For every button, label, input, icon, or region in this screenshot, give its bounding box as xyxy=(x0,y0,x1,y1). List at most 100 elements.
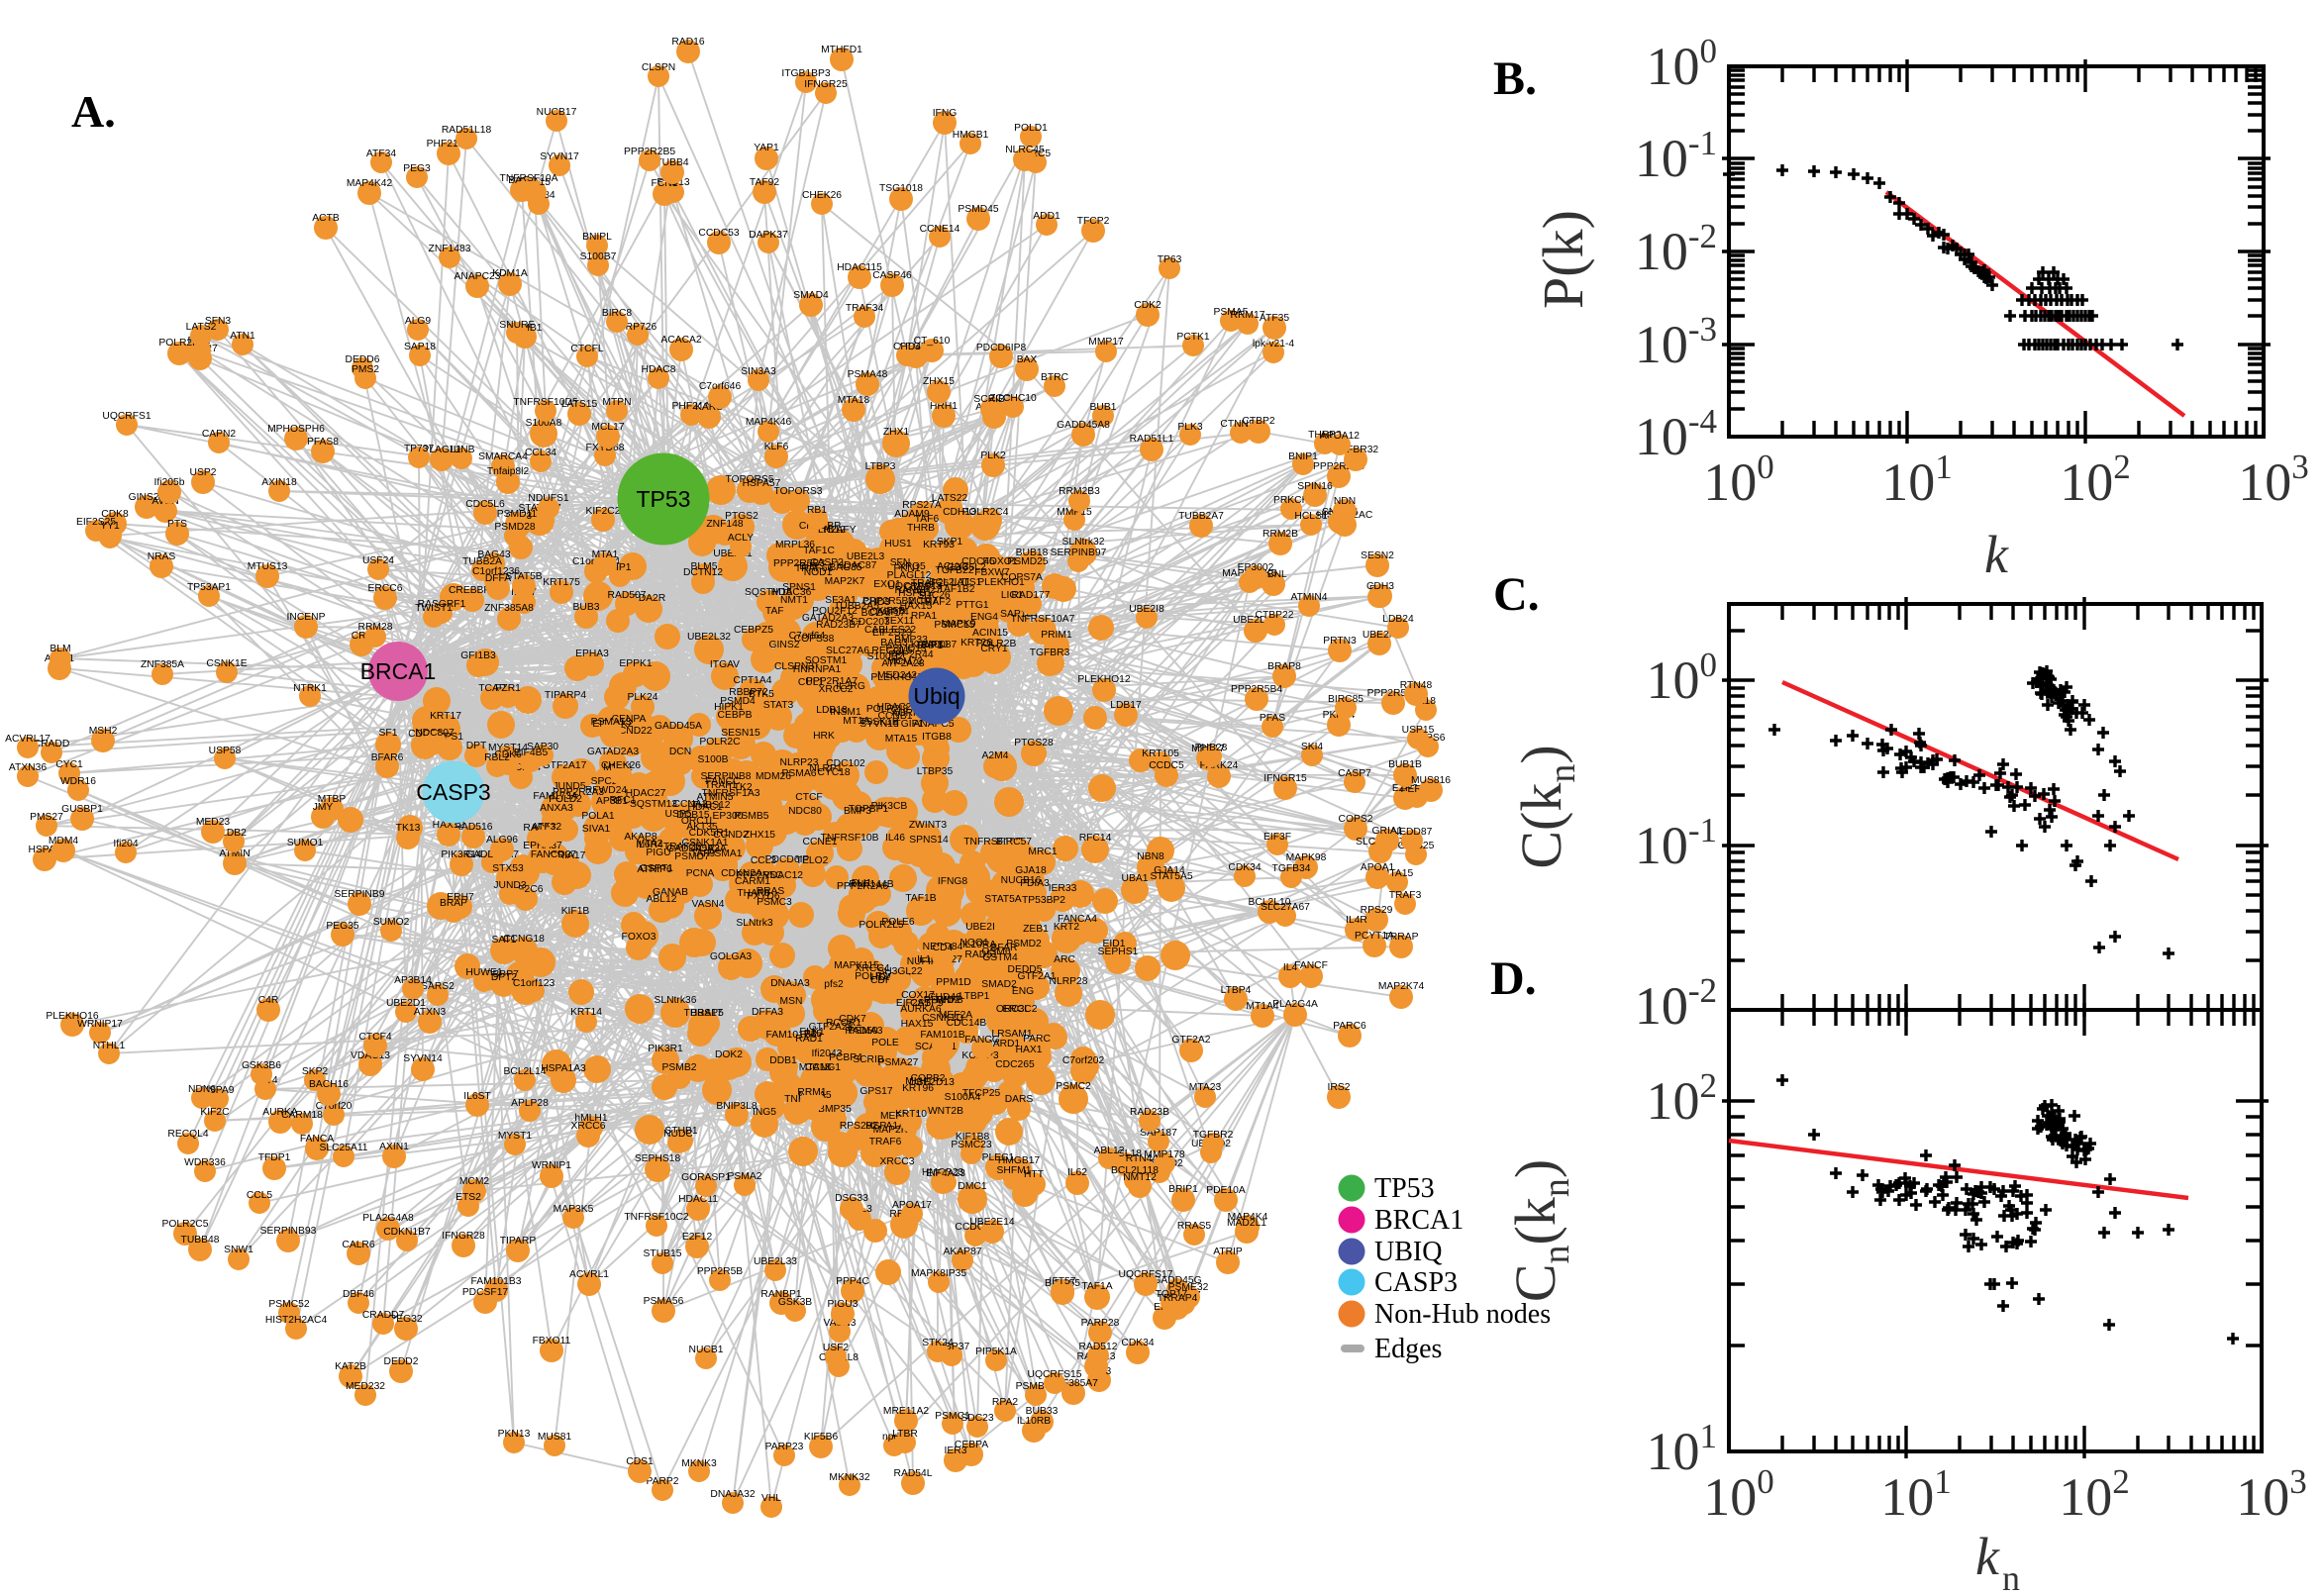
svg-text:CCL3: CCL3 xyxy=(751,855,777,866)
svg-text:ORC1L: ORC1L xyxy=(681,816,716,827)
svg-text:PSMA1: PSMA1 xyxy=(708,848,743,859)
svg-text:CSNK1A1: CSNK1A1 xyxy=(682,838,729,848)
svg-text:RRAS: RRAS xyxy=(757,886,785,897)
svg-text:ABL12: ABL12 xyxy=(647,894,677,905)
svg-text:UBE2I: UBE2I xyxy=(965,922,995,933)
svg-text:RRM28: RRM28 xyxy=(358,622,393,633)
svg-text:RBBP7: RBBP7 xyxy=(485,969,519,980)
svg-text:GORASP1: GORASP1 xyxy=(681,1172,731,1183)
svg-text:PPP2R1A7: PPP2R1A7 xyxy=(806,676,858,687)
svg-text:BMP3: BMP3 xyxy=(844,806,871,817)
svg-text:RRM17: RRM17 xyxy=(1231,310,1265,321)
svg-text:CCDC53: CCDC53 xyxy=(698,228,739,239)
svg-text:PSMA3: PSMA3 xyxy=(849,1026,883,1037)
svg-text:PFAS: PFAS xyxy=(1260,713,1285,724)
svg-text:CSNK1E: CSNK1E xyxy=(206,658,247,669)
svg-text:IL10RB: IL10RB xyxy=(1017,1416,1051,1427)
svg-text:SUMO2: SUMO2 xyxy=(373,917,410,928)
svg-text:UBE2I8: UBE2I8 xyxy=(1129,604,1164,615)
svg-text:CRY1: CRY1 xyxy=(980,644,1008,654)
svg-text:RAD51: RAD51 xyxy=(964,949,997,960)
svg-text:MTA23: MTA23 xyxy=(1189,1082,1222,1093)
svg-text:APOA1: APOA1 xyxy=(1361,862,1395,873)
svg-text:ACACA2: ACACA2 xyxy=(660,335,701,346)
svg-text:DBF46: DBF46 xyxy=(343,1289,374,1300)
svg-text:TP63: TP63 xyxy=(1158,254,1182,265)
svg-text:PPP2R5B3: PPP2R5B3 xyxy=(773,558,825,569)
svg-text:GSPT1: GSPT1 xyxy=(640,863,673,874)
svg-text:IFNG8: IFNG8 xyxy=(938,876,968,887)
svg-text:CTBP22: CTBP22 xyxy=(1256,610,1294,621)
svg-text:GRIA1: GRIA1 xyxy=(1372,826,1403,837)
svg-text:HRK: HRK xyxy=(813,731,835,742)
svg-text:PPP2R2A6: PPP2R2A6 xyxy=(837,881,888,892)
svg-text:STUB1: STUB1 xyxy=(664,1126,697,1137)
svg-text:BFAR: BFAR xyxy=(991,943,1018,953)
svg-text:SMARCA4: SMARCA4 xyxy=(478,451,528,462)
svg-text:KRT96: KRT96 xyxy=(902,1083,934,1094)
svg-text:ERCC6: ERCC6 xyxy=(368,583,403,594)
svg-text:CEBPA: CEBPA xyxy=(955,1440,988,1450)
svg-text:PMS27: PMS27 xyxy=(30,812,63,823)
svg-text:USF2: USF2 xyxy=(823,1343,850,1353)
svg-text:FCN1: FCN1 xyxy=(652,178,678,189)
svg-text:GTF2A28: GTF2A28 xyxy=(809,1022,854,1033)
svg-text:PPP2R5C: PPP2R5C xyxy=(737,870,783,881)
svg-text:AURKA: AURKA xyxy=(262,1107,298,1118)
svg-text:MAD2L1: MAD2L1 xyxy=(1227,1218,1266,1229)
svg-text:RASGRF1: RASGRF1 xyxy=(418,599,466,610)
svg-text:SF3A1: SF3A1 xyxy=(825,595,857,606)
svg-text:POLR2I8: POLR2I8 xyxy=(866,704,909,715)
svg-text:COPS2: COPS2 xyxy=(1339,814,1373,825)
svg-text:EIF4B5: EIF4B5 xyxy=(514,748,549,758)
svg-text:PHB28: PHB28 xyxy=(1195,743,1228,753)
svg-text:DEDD6: DEDD6 xyxy=(346,354,380,365)
svg-text:EZH2: EZH2 xyxy=(1392,783,1419,794)
svg-text:FANCA4: FANCA4 xyxy=(1058,914,1097,925)
svg-text:UBE2D13: UBE2D13 xyxy=(909,1077,955,1088)
svg-text:PCBP4: PCBP4 xyxy=(829,1052,862,1063)
svg-text:UBIQ: UBIQ xyxy=(1374,1237,1442,1267)
svg-text:IL6R4: IL6R4 xyxy=(636,840,663,850)
svg-text:NDN: NDN xyxy=(1334,496,1356,507)
svg-text:COX17: COX17 xyxy=(901,990,935,1001)
svg-text:CDC203: CDC203 xyxy=(851,617,890,628)
svg-text:RRM2B3: RRM2B3 xyxy=(1059,486,1100,497)
svg-text:FLI1: FLI1 xyxy=(852,878,872,889)
svg-text:TGFBR2: TGFBR2 xyxy=(1193,1130,1234,1141)
svg-text:CYC1: CYC1 xyxy=(55,759,83,770)
svg-text:PARK24: PARK24 xyxy=(1200,760,1239,771)
svg-text:SEPHS1: SEPHS1 xyxy=(1098,947,1139,957)
svg-text:MAP3K5: MAP3K5 xyxy=(554,1204,594,1215)
svg-text:TAF65: TAF65 xyxy=(765,606,795,617)
svg-text:TGFBR3: TGFBR3 xyxy=(1030,648,1070,658)
svg-text:HRH1: HRH1 xyxy=(930,401,958,412)
svg-text:ATF34: ATF34 xyxy=(366,149,396,159)
svg-text:USF24: USF24 xyxy=(362,555,394,566)
svg-text:TRAF66: TRAF66 xyxy=(795,563,834,574)
svg-text:HNRNPA1: HNRNPA1 xyxy=(793,664,842,675)
svg-text:CAPN2: CAPN2 xyxy=(202,429,237,440)
svg-text:k: k xyxy=(1984,525,2009,584)
svg-text:FANCD27: FANCD27 xyxy=(531,849,577,860)
svg-text:HTT: HTT xyxy=(1024,1169,1045,1180)
svg-text:HDAC2: HDAC2 xyxy=(877,702,912,713)
svg-text:Tnfaip8l2: Tnfaip8l2 xyxy=(487,466,530,477)
svg-text:A.: A. xyxy=(71,86,116,137)
svg-text:MTA2: MTA2 xyxy=(637,839,663,849)
svg-text:MYST14: MYST14 xyxy=(488,743,528,753)
svg-text:ERH7: ERH7 xyxy=(447,892,474,903)
svg-text:10-4: 10-4 xyxy=(1635,402,1717,466)
svg-text:HSPA57: HSPA57 xyxy=(743,478,781,489)
svg-text:ACVRL1: ACVRL1 xyxy=(569,1269,609,1280)
svg-text:TEX11: TEX11 xyxy=(884,616,915,627)
svg-text:CDKN2A: CDKN2A xyxy=(721,868,762,879)
svg-text:NEDD87: NEDD87 xyxy=(1392,827,1433,838)
svg-text:SMAD4: SMAD4 xyxy=(793,290,829,301)
svg-text:IL4R: IL4R xyxy=(1346,915,1367,926)
svg-text:RRAS5: RRAS5 xyxy=(1177,1221,1212,1232)
svg-text:BECN14: BECN14 xyxy=(501,762,541,773)
svg-text:CTNNB1: CTNNB1 xyxy=(1220,419,1261,430)
svg-text:CHD46: CHD46 xyxy=(928,992,961,1003)
svg-text:CCNE14: CCNE14 xyxy=(920,224,960,235)
